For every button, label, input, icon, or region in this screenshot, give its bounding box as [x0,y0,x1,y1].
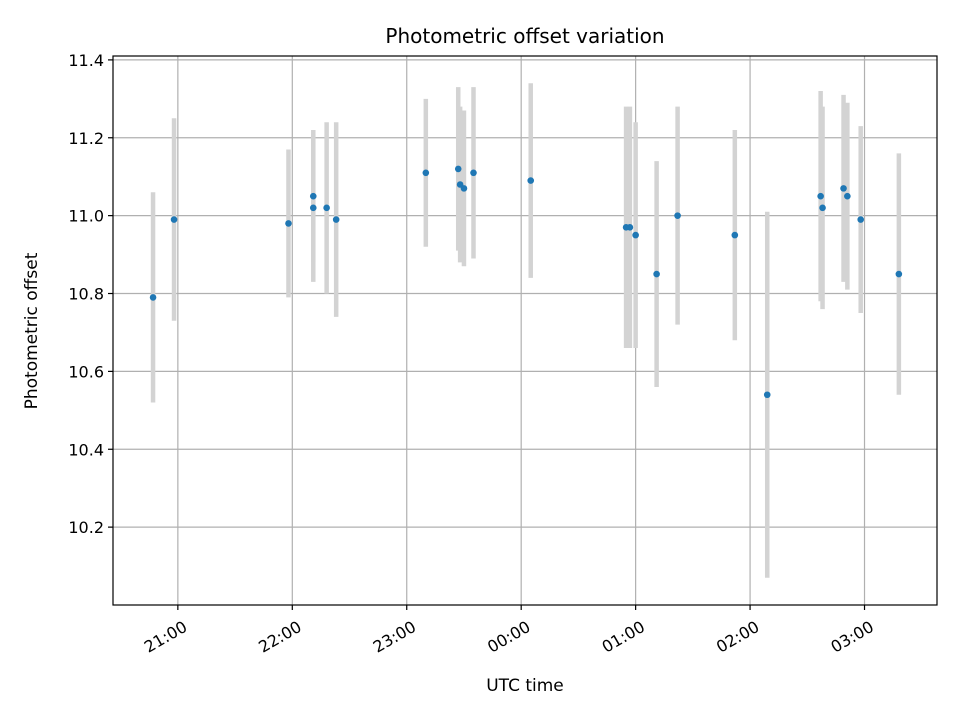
y-tick-label: 10.8 [68,285,104,304]
chart-title: Photometric offset variation [385,24,664,48]
data-point [895,270,903,278]
data-point [653,270,660,278]
data-point [332,216,340,223]
y-axis-ticks: 10.2 10.4 10.6 10.8 11.0 11.2 11.4 [68,51,113,537]
data-point [819,204,826,212]
data-point [323,204,330,212]
y-tick-label: 10.4 [68,440,104,459]
data-point [817,192,824,200]
y-axis-label: Photometric offset [22,252,42,409]
data-points [149,165,903,399]
data-point [527,177,535,184]
data-point [422,169,430,177]
data-point [149,294,157,301]
x-axis-label: UTC time [486,676,564,696]
y-tick-label: 10.2 [68,518,104,537]
data-point [170,216,178,223]
data-point [632,231,639,239]
plot-frame [112,55,938,606]
data-point [309,192,317,200]
data-point [454,165,462,173]
data-point [763,391,771,399]
data-point [840,185,847,192]
data-point [674,212,681,219]
y-tick-label: 11.0 [68,207,104,226]
data-point [731,231,739,239]
y-tick-label: 11.4 [68,51,104,70]
data-point [844,192,851,200]
y-tick-label: 10.6 [68,362,104,381]
data-point [470,169,477,177]
y-tick-label: 11.2 [68,129,104,148]
data-point [857,216,865,223]
data-point [309,204,317,212]
data-point [285,220,292,227]
data-point [626,224,634,231]
data-point [460,185,468,192]
